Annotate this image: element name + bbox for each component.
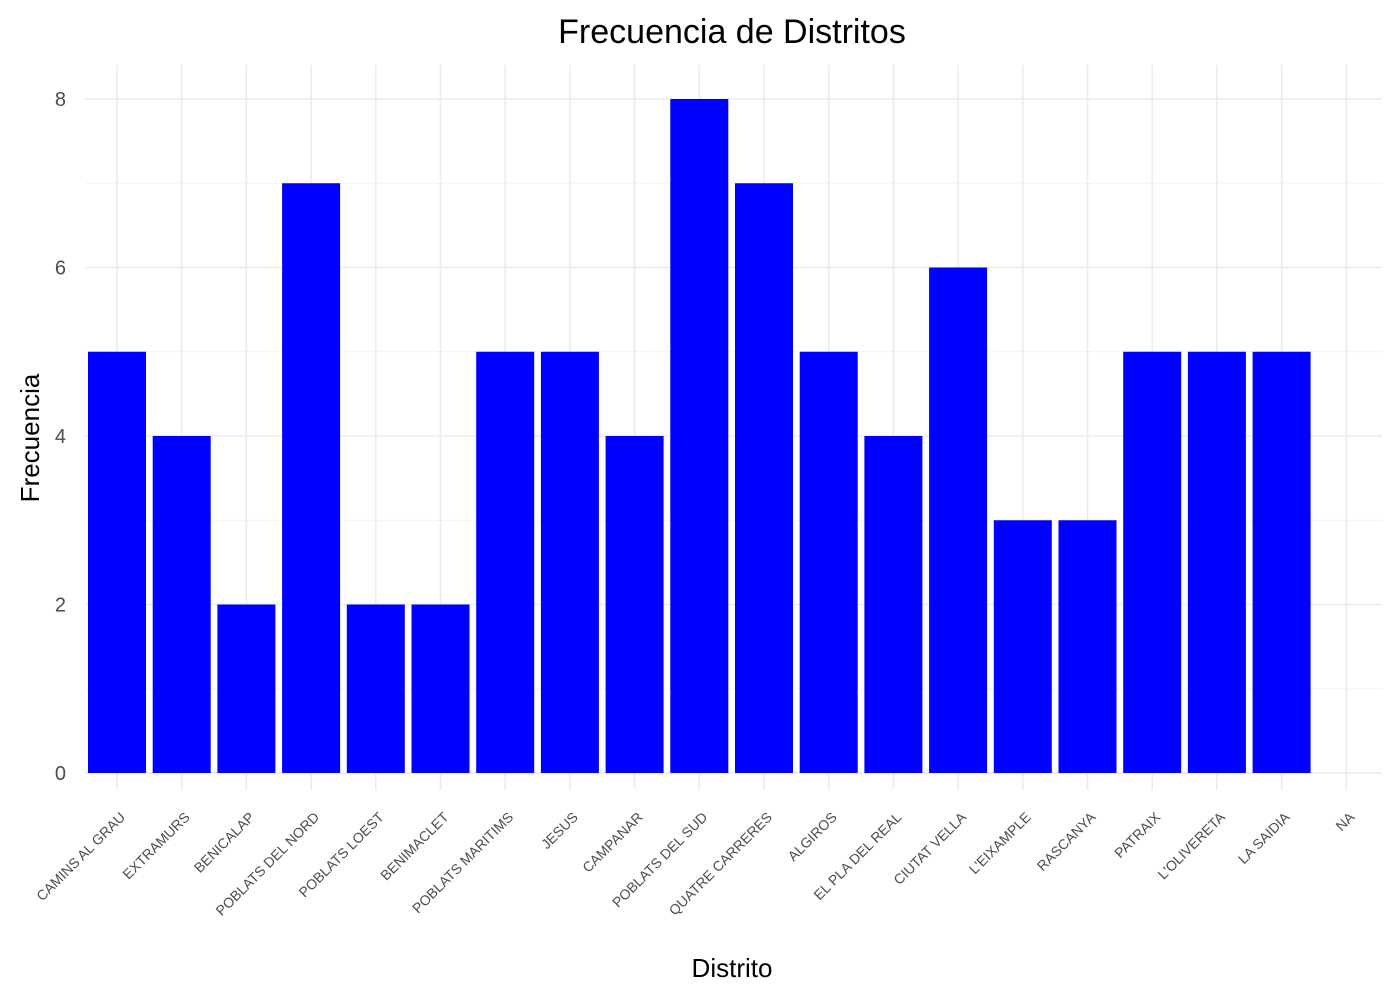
y-tick-labels: 0 2 4 6 8 (55, 89, 66, 785)
x-tick-label: LA SAIDIA (1235, 808, 1294, 867)
bar (864, 436, 923, 773)
bar (217, 604, 276, 773)
x-tick-label: BENICALAP (191, 809, 258, 876)
grid-lines (85, 65, 1382, 790)
x-axis-title: Distrito (692, 953, 773, 983)
bar (735, 183, 793, 773)
bar (929, 267, 988, 773)
bar (799, 351, 858, 773)
bar (993, 520, 1052, 773)
bar (540, 351, 599, 773)
bar (670, 99, 729, 773)
x-tick-label: EXTRAMURS (119, 809, 192, 882)
y-tick-label: 2 (55, 595, 66, 617)
bar (152, 436, 211, 773)
x-tick-label: JESUS (538, 809, 581, 852)
x-tick-label: NA (1332, 808, 1358, 834)
bar (1123, 351, 1182, 773)
bar (346, 604, 405, 773)
bar (605, 436, 664, 773)
x-tick-label: L'OLIVERETA (1154, 808, 1228, 882)
x-tick-label: ALGIROS (784, 809, 839, 864)
x-tick-label: CAMINS AL GRAU (33, 809, 128, 904)
bar (411, 604, 470, 773)
y-tick-label: 4 (55, 426, 66, 448)
x-tick-label: L'EIXAMPLE (966, 809, 1034, 877)
bar (282, 183, 341, 773)
bars (88, 99, 1311, 773)
y-axis-title: Frecuencia (15, 373, 45, 502)
x-tick-label: PATRAIX (1111, 808, 1164, 861)
x-tick-labels: CAMINS AL GRAUEXTRAMURSBENICALAPPOBLATS … (33, 808, 1358, 918)
bar (88, 351, 146, 773)
y-tick-label: 8 (55, 89, 66, 111)
bar (1187, 351, 1246, 773)
x-tick-label: CAMPANAR (579, 809, 646, 876)
bar (1058, 520, 1117, 773)
y-tick-label: 0 (55, 763, 66, 785)
chart-title: Frecuencia de Distritos (558, 13, 906, 51)
bar (1252, 351, 1311, 773)
x-tick-label: RASCANYA (1034, 808, 1100, 874)
y-tick-label: 6 (55, 258, 66, 280)
bar (476, 351, 535, 773)
